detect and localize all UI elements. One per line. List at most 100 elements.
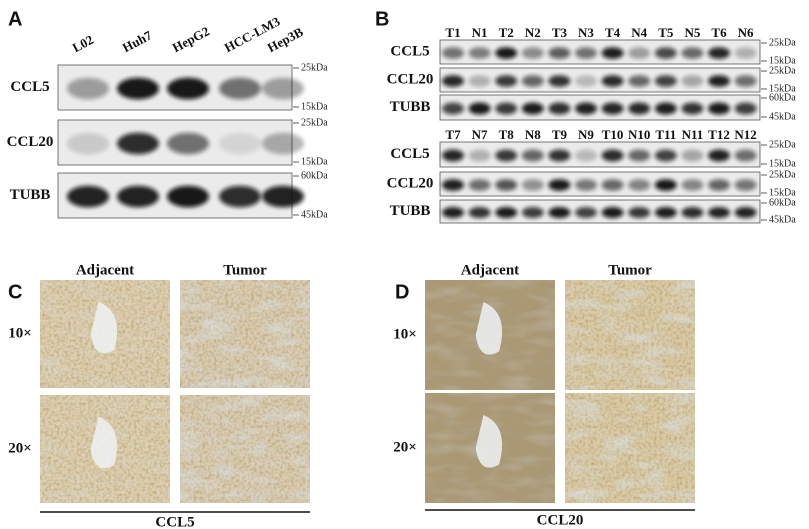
lane-label: N8 [525,127,541,142]
marker-label: 15kDa [769,158,796,169]
band [548,75,571,87]
lane-label: N5 [684,25,700,40]
lane-label: N9 [578,127,594,142]
caption: CCL20 [537,512,584,528]
lane-label: T12 [708,127,730,142]
band [681,75,704,87]
lane-label: T2 [499,25,514,40]
marker-label: 45kDa [769,111,796,122]
lane-label: N11 [682,127,704,142]
band [219,185,261,208]
band [575,102,597,115]
band [442,206,464,219]
panel-label: D [395,281,409,303]
band [575,206,597,219]
band [67,77,109,100]
vessel [90,301,118,354]
band [117,132,159,155]
band [628,47,651,59]
marker-label: 25kDa [301,117,328,128]
band [575,149,597,162]
lane-label: N4 [631,25,647,40]
band [167,185,209,208]
band [681,149,704,162]
band [67,132,109,155]
lane-label: T3 [552,25,568,40]
band [442,75,464,87]
band [495,179,518,191]
panel-label: C [8,281,22,303]
blot-strip [439,141,761,168]
blot-strip [439,67,761,93]
marker-label: 25kDa [769,139,796,150]
row-label: 20× [393,439,417,455]
band [262,185,304,208]
band [468,206,491,219]
lane-label: N3 [578,25,594,40]
band [442,102,464,115]
row-label: CCL5 [10,79,49,95]
marker-label: 15kDa [301,156,328,167]
band [468,102,491,115]
band [495,47,518,59]
band [575,179,597,191]
vessel [475,302,503,355]
row-label: 10× [8,325,32,341]
lane-label: N6 [738,25,754,40]
lane-label: N10 [628,127,650,142]
band [708,75,730,87]
column-label: Adjacent [76,262,134,278]
marker-label: 25kDa [769,65,796,76]
band [495,75,518,87]
band [548,102,571,115]
lane-label: T10 [602,127,624,142]
ihc-texture [180,395,310,503]
band [654,149,677,162]
band [521,47,544,59]
panel-label: A [8,8,22,30]
band [262,77,304,100]
band [734,149,757,162]
row-label: CCL20 [7,134,54,150]
band [495,149,518,162]
lane-label: N2 [525,25,541,40]
band [117,185,159,208]
band [468,47,491,59]
band [575,75,597,87]
band [548,47,571,59]
blot-strip [439,39,761,65]
lane-label: N7 [472,127,488,142]
marker-label: 60kDa [769,197,796,208]
caption: CCL5 [155,514,194,529]
band [67,185,109,208]
lane-label: N12 [734,127,756,142]
row-label: TUBB [10,187,51,203]
band [521,179,544,191]
band [521,149,544,162]
lane-label: T11 [655,127,676,142]
band [628,102,651,115]
band [521,75,544,87]
band [654,102,677,115]
lane-label: T8 [499,127,515,142]
band [601,47,624,59]
marker-label: 25kDa [769,169,796,180]
lane-label: T7 [445,127,461,142]
band [734,102,757,115]
band [628,179,651,191]
row-label: CCL20 [387,175,434,191]
band [708,206,730,219]
blot-strip [439,199,761,224]
band [468,75,491,87]
marker-label: 45kDa [301,209,328,220]
band [601,179,624,191]
band [548,179,571,191]
marker-label: 60kDa [301,170,328,181]
band [708,102,730,115]
band [601,75,624,87]
row-label: 20× [8,440,32,456]
marker-label: 25kDa [769,37,796,48]
band [117,77,159,100]
band [601,102,624,115]
